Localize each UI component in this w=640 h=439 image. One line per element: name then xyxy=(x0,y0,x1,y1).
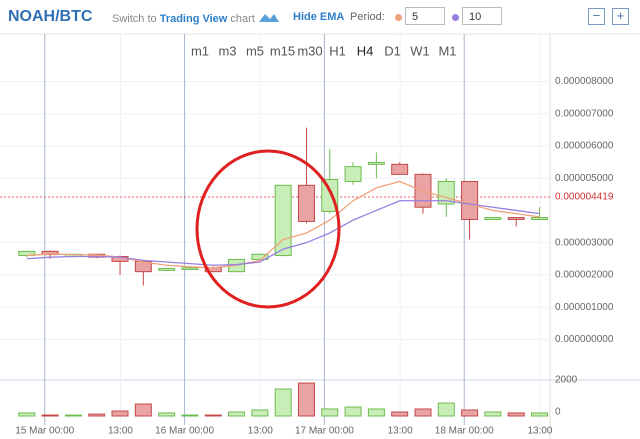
volume-bar xyxy=(367,408,385,417)
x-tick-label: 13:00 xyxy=(108,426,133,437)
timeframe-button[interactable]: M1 xyxy=(438,43,456,58)
timeframe-button[interactable]: H1 xyxy=(329,43,346,58)
candle-body xyxy=(344,166,362,182)
switch-prefix: Switch to xyxy=(112,13,157,25)
volume-bar xyxy=(461,409,479,417)
period-label: Period: xyxy=(350,11,385,23)
last-price-label: 0.000004419 xyxy=(555,192,614,203)
y-tick-label: 0.000002000 xyxy=(555,270,614,281)
ema-line xyxy=(26,200,540,266)
timeframe-button[interactable]: m5 xyxy=(246,43,264,58)
volume-bar xyxy=(64,414,82,417)
y-tick-label: 0.000007000 xyxy=(555,108,614,119)
volume-bar xyxy=(158,412,176,417)
volume-bar xyxy=(484,411,502,417)
volume-bar xyxy=(111,410,129,417)
zoom-in[interactable]: + xyxy=(612,8,629,25)
candle-body xyxy=(158,267,176,271)
volume-bar xyxy=(321,408,339,417)
candle-body xyxy=(531,217,549,220)
tv-icon xyxy=(258,14,279,22)
candle-body xyxy=(367,161,385,165)
volume-bar xyxy=(507,412,525,417)
candle-body xyxy=(507,217,525,220)
candle-body xyxy=(391,163,409,175)
candle-body xyxy=(297,184,315,222)
x-tick-label: 15 Mar 00:00 xyxy=(15,426,74,437)
toolbar: NOAH/BTC Switch to Trading View chart Hi… xyxy=(0,0,640,34)
volume-bar xyxy=(297,382,315,417)
switch-text[interactable]: Switch to Trading View chart xyxy=(112,11,280,25)
volume-bar xyxy=(344,406,362,417)
timeframe-button[interactable]: H4 xyxy=(357,43,374,58)
x-tick-label: 17 Mar 00:00 xyxy=(295,426,354,437)
volume-bar xyxy=(391,411,409,417)
timeframe-button[interactable]: m15 xyxy=(270,43,295,58)
volume-bar xyxy=(274,388,292,417)
ema-toggle[interactable]: Hide EMA xyxy=(293,11,345,23)
switch-link[interactable]: Trading View xyxy=(159,13,228,25)
y-tick-label: 0.000008000 xyxy=(555,76,614,87)
timeframe-button[interactable]: m1 xyxy=(191,43,209,58)
highlight-circle xyxy=(195,149,341,309)
y-tick-label: 0.000006000 xyxy=(555,141,614,152)
volume-bar xyxy=(251,409,269,417)
y-tick-label: 0.000003000 xyxy=(555,237,614,248)
y-tick-label: 0.000000000 xyxy=(555,334,614,345)
x-tick-label: 13:00 xyxy=(248,426,273,437)
volume-bar xyxy=(531,412,549,417)
zoom-out[interactable]: − xyxy=(588,8,605,25)
volume-bar xyxy=(204,414,222,417)
period-input[interactable]: 10 xyxy=(462,7,502,25)
timeframe-button[interactable]: W1 xyxy=(410,43,430,58)
volume-tick-label: 0 xyxy=(555,407,561,418)
period-input[interactable]: 5 xyxy=(405,7,445,25)
x-tick-label: 13:00 xyxy=(388,426,413,437)
y-tick-label: 0.000001000 xyxy=(555,302,614,313)
x-tick-label: 13:00 xyxy=(527,426,552,437)
timeframe-button[interactable]: m3 xyxy=(218,43,236,58)
volume-bar xyxy=(41,414,59,417)
pair-title: NOAH/BTC xyxy=(8,8,93,25)
volume-bar xyxy=(134,403,152,417)
candle-body xyxy=(181,267,199,270)
volume-bar xyxy=(414,408,432,417)
volume-bar xyxy=(437,402,455,417)
candle-body xyxy=(484,217,502,220)
timeframe-button[interactable]: D1 xyxy=(384,43,401,58)
x-tick-label: 18 Mar 00:00 xyxy=(435,426,494,437)
timeframe-button[interactable]: m30 xyxy=(297,43,322,58)
ema-dot xyxy=(452,14,459,21)
y-tick-label: 0.000005000 xyxy=(555,173,614,184)
volume-bar xyxy=(18,412,36,417)
volume-bar xyxy=(181,414,199,417)
candle-body xyxy=(461,180,479,220)
volume-bar xyxy=(88,413,106,417)
x-tick-label: 16 Mar 00:00 xyxy=(155,426,214,437)
switch-suffix: chart xyxy=(230,13,255,25)
volume-tick-label: 2000 xyxy=(555,375,578,386)
ema-dot xyxy=(395,14,402,21)
volume-bar xyxy=(228,411,246,417)
